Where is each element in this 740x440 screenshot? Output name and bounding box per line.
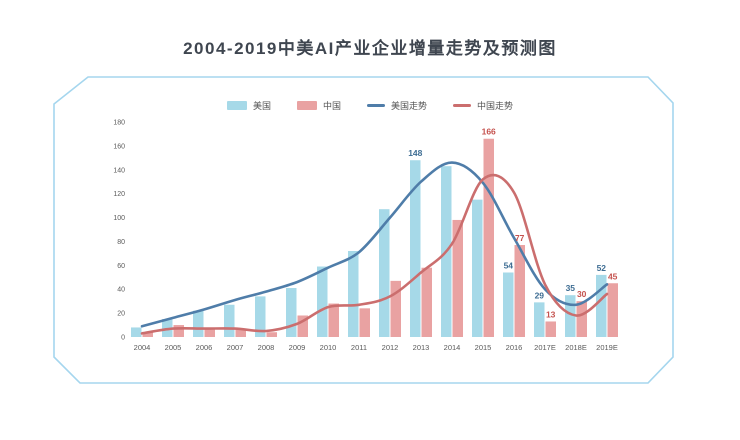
y-tick-label: 20 — [117, 311, 125, 318]
bar-value-label: 52 — [597, 263, 607, 273]
x-tick-label: 2007 — [227, 343, 244, 352]
bar-groups — [131, 138, 618, 337]
bar-us-2013 — [410, 160, 421, 337]
bar-cn-2016 — [514, 245, 525, 337]
bar-cn-2005 — [173, 325, 184, 337]
bar-value-label: 30 — [577, 289, 587, 299]
y-tick-label: 80 — [117, 239, 125, 246]
y-tick-label: 0 — [121, 335, 125, 342]
bar-us-2016 — [503, 272, 514, 337]
x-tick-label: 2015 — [475, 343, 492, 352]
legend-swatch-bar — [226, 101, 247, 110]
legend-label: 中国 — [322, 101, 341, 111]
y-tick-label: 140 — [113, 167, 125, 174]
y-tick-label: 100 — [113, 215, 125, 222]
legend-swatch-bar — [296, 101, 317, 110]
x-tick-label: 2018E — [565, 343, 587, 352]
x-tick-label: 2004 — [134, 343, 151, 352]
x-tick-label: 2014 — [444, 343, 461, 352]
legend-swatch-line — [453, 104, 472, 107]
bar-cn-2010 — [328, 303, 339, 337]
bar-cn-2004 — [142, 332, 153, 337]
us-trend-line — [140, 161, 609, 328]
bar-value-label: 77 — [515, 233, 525, 243]
x-tick-label: 2006 — [196, 343, 213, 352]
y-tick-label: 40 — [117, 287, 125, 294]
bar-value-label: 166 — [482, 127, 496, 137]
bar-value-label: 29 — [535, 290, 545, 300]
bar-cn-2009 — [297, 315, 308, 337]
y-axis: 0 20 40 60 80 100 120 140 160 180 — [113, 120, 125, 342]
bar-value-label: 148 — [408, 148, 422, 158]
cn-trend-line — [140, 173, 609, 335]
legend-label: 中国走势 — [477, 101, 514, 111]
legend-item-3[interactable]: 中国走势 — [453, 99, 513, 112]
value-labels: 148 54 29 35 52 166 77 13 30 45 — [408, 127, 617, 320]
legend-label: 美国走势 — [391, 101, 428, 111]
bar-us-2012 — [379, 209, 390, 337]
bar-cn-2017E — [545, 321, 556, 337]
bar-cn-2013 — [421, 267, 432, 337]
bar-us-2004 — [131, 327, 142, 337]
trend-lines — [140, 161, 609, 335]
bar-cn-2015 — [483, 138, 494, 337]
x-tick-label: 2016 — [506, 343, 523, 352]
x-tick-label: 2010 — [320, 343, 337, 352]
bar-value-label: 45 — [608, 271, 618, 281]
bar-us-2018E — [565, 295, 576, 337]
bar-cn-2018E — [576, 301, 587, 337]
bar-us-2010 — [317, 266, 328, 337]
y-tick-label: 160 — [113, 143, 125, 150]
bar-us-2006 — [193, 310, 204, 337]
y-tick-label: 180 — [113, 120, 125, 127]
bar-us-2007 — [224, 304, 235, 337]
x-tick-label: 2013 — [413, 343, 430, 352]
x-tick-label: 2011 — [351, 343, 367, 352]
bar-cn-2011 — [359, 308, 370, 337]
x-tick-label: 2019E — [596, 343, 618, 352]
bar-cn-2019E — [607, 283, 618, 337]
legend-item-0[interactable]: 美国 — [226, 99, 271, 112]
bar-us-2009 — [286, 288, 297, 337]
decorative-frame — [53, 76, 674, 384]
legend: 美国 中国 美国走势 中国走势 — [0, 99, 740, 112]
x-tick-label: 2012 — [382, 343, 399, 352]
bar-us-2017E — [534, 302, 545, 337]
y-tick-label: 60 — [117, 263, 125, 270]
legend-item-2[interactable]: 美国走势 — [367, 99, 427, 112]
bar-cn-2006 — [204, 328, 215, 337]
x-tick-label: 2008 — [258, 343, 275, 352]
bar-value-label: 35 — [566, 283, 576, 293]
x-axis: 2004 2005 2006 2007 2008 2009 2010 2011 2012 2013… — [134, 343, 618, 352]
x-tick-label: 2009 — [289, 343, 306, 352]
legend-item-1[interactable]: 中国 — [296, 99, 341, 112]
y-tick-label: 120 — [113, 191, 125, 198]
chart-title: 2004-2019中美AI产业企业增量走势及预测图 — [183, 39, 557, 58]
legend-label: 美国 — [252, 101, 271, 111]
bar-us-2011 — [348, 251, 359, 337]
bar-us-2008 — [255, 296, 266, 337]
bar-cn-2008 — [266, 332, 277, 337]
bar-us-2019E — [596, 274, 607, 337]
bar-cn-2012 — [390, 280, 401, 337]
bar-cn-2014 — [452, 219, 463, 337]
x-tick-label: 2005 — [165, 343, 182, 352]
legend-swatch-line — [367, 104, 385, 107]
bar-value-label: 13 — [546, 309, 556, 319]
x-tick-label: 2017E — [534, 343, 556, 352]
bar-value-label: 54 — [504, 261, 514, 271]
bar-cn-2007 — [235, 328, 246, 337]
bar-us-2015 — [472, 199, 483, 337]
